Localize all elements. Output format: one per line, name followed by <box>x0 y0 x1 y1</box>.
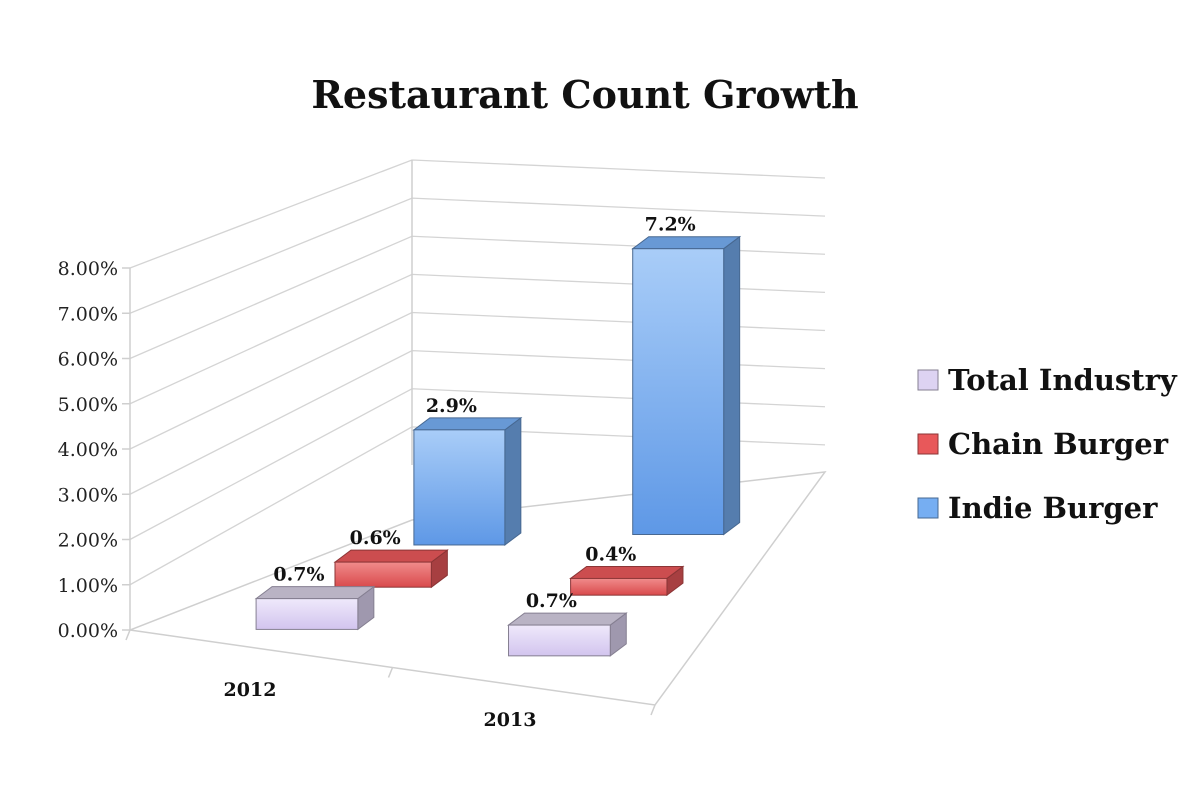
legend-swatch <box>917 497 939 519</box>
x-tick-mark <box>387 667 394 678</box>
bar <box>333 549 449 589</box>
x-axis-categories: 2012 2013 <box>224 679 537 731</box>
bar-side <box>504 416 522 546</box>
x-category-label: 2013 <box>484 709 537 731</box>
y-tick-label: 1.00% <box>58 575 118 597</box>
data-label: 7.2% <box>645 214 696 236</box>
bar-top <box>507 612 628 626</box>
y-tick-label: 5.00% <box>58 394 118 416</box>
y-tick-label: 6.00% <box>58 349 118 371</box>
x-tick-mark <box>125 629 131 641</box>
chart-title: Restaurant Count Growth <box>311 72 858 117</box>
y-tick-label: 8.00% <box>58 258 118 280</box>
bar-top <box>569 565 685 579</box>
bar-top <box>631 236 742 250</box>
bar-side <box>723 235 741 536</box>
legend-label: Chain Burger <box>948 427 1169 461</box>
bars <box>254 235 742 657</box>
bar <box>507 612 628 657</box>
data-label: 0.7% <box>273 564 324 586</box>
y-tick-label: 4.00% <box>58 439 118 461</box>
bar-top <box>254 586 376 600</box>
bar-top <box>333 549 449 563</box>
bar-front <box>413 429 506 546</box>
data-label: 2.9% <box>426 395 477 417</box>
bar-front <box>632 248 725 535</box>
y-tick-label: 0.00% <box>58 620 118 642</box>
legend-item: Total Industry <box>917 363 1178 397</box>
axes <box>122 160 827 716</box>
data-label: 0.6% <box>350 527 401 549</box>
y-tick-label: 7.00% <box>58 303 118 325</box>
floor-plane <box>127 471 827 706</box>
bar-front <box>570 577 668 596</box>
bar-top <box>412 417 523 431</box>
legend-label: Total Industry <box>948 363 1178 397</box>
y-axis-ticks: 0.00% 1.00% 2.00% 3.00% 4.00% 5.00% 6.00% 7.00%… <box>58 258 118 642</box>
legend-swatch <box>917 433 939 455</box>
legend-swatch <box>917 369 939 391</box>
x-tick-mark <box>650 704 656 716</box>
y-tick-label: 3.00% <box>58 484 118 506</box>
bar <box>254 585 376 631</box>
legend-item: Indie Burger <box>917 491 1158 525</box>
legend: Total Industry Chain Burger Indie Burger <box>917 363 1178 525</box>
bar <box>412 416 523 546</box>
legend-item: Chain Burger <box>917 427 1169 461</box>
legend-label: Indie Burger <box>948 491 1158 525</box>
bar-front <box>508 624 611 657</box>
bar <box>569 565 685 597</box>
bar <box>631 235 742 536</box>
data-label: 0.7% <box>526 590 577 612</box>
x-category-label: 2012 <box>224 679 277 701</box>
data-label: 0.4% <box>585 543 636 565</box>
bar-front <box>334 561 432 588</box>
data-labels: 2.9% 7.2% 0.6% 0.4% 0.7% 0.7% <box>273 214 695 612</box>
bar-front <box>255 598 359 630</box>
y-tick-label: 2.00% <box>58 530 118 552</box>
